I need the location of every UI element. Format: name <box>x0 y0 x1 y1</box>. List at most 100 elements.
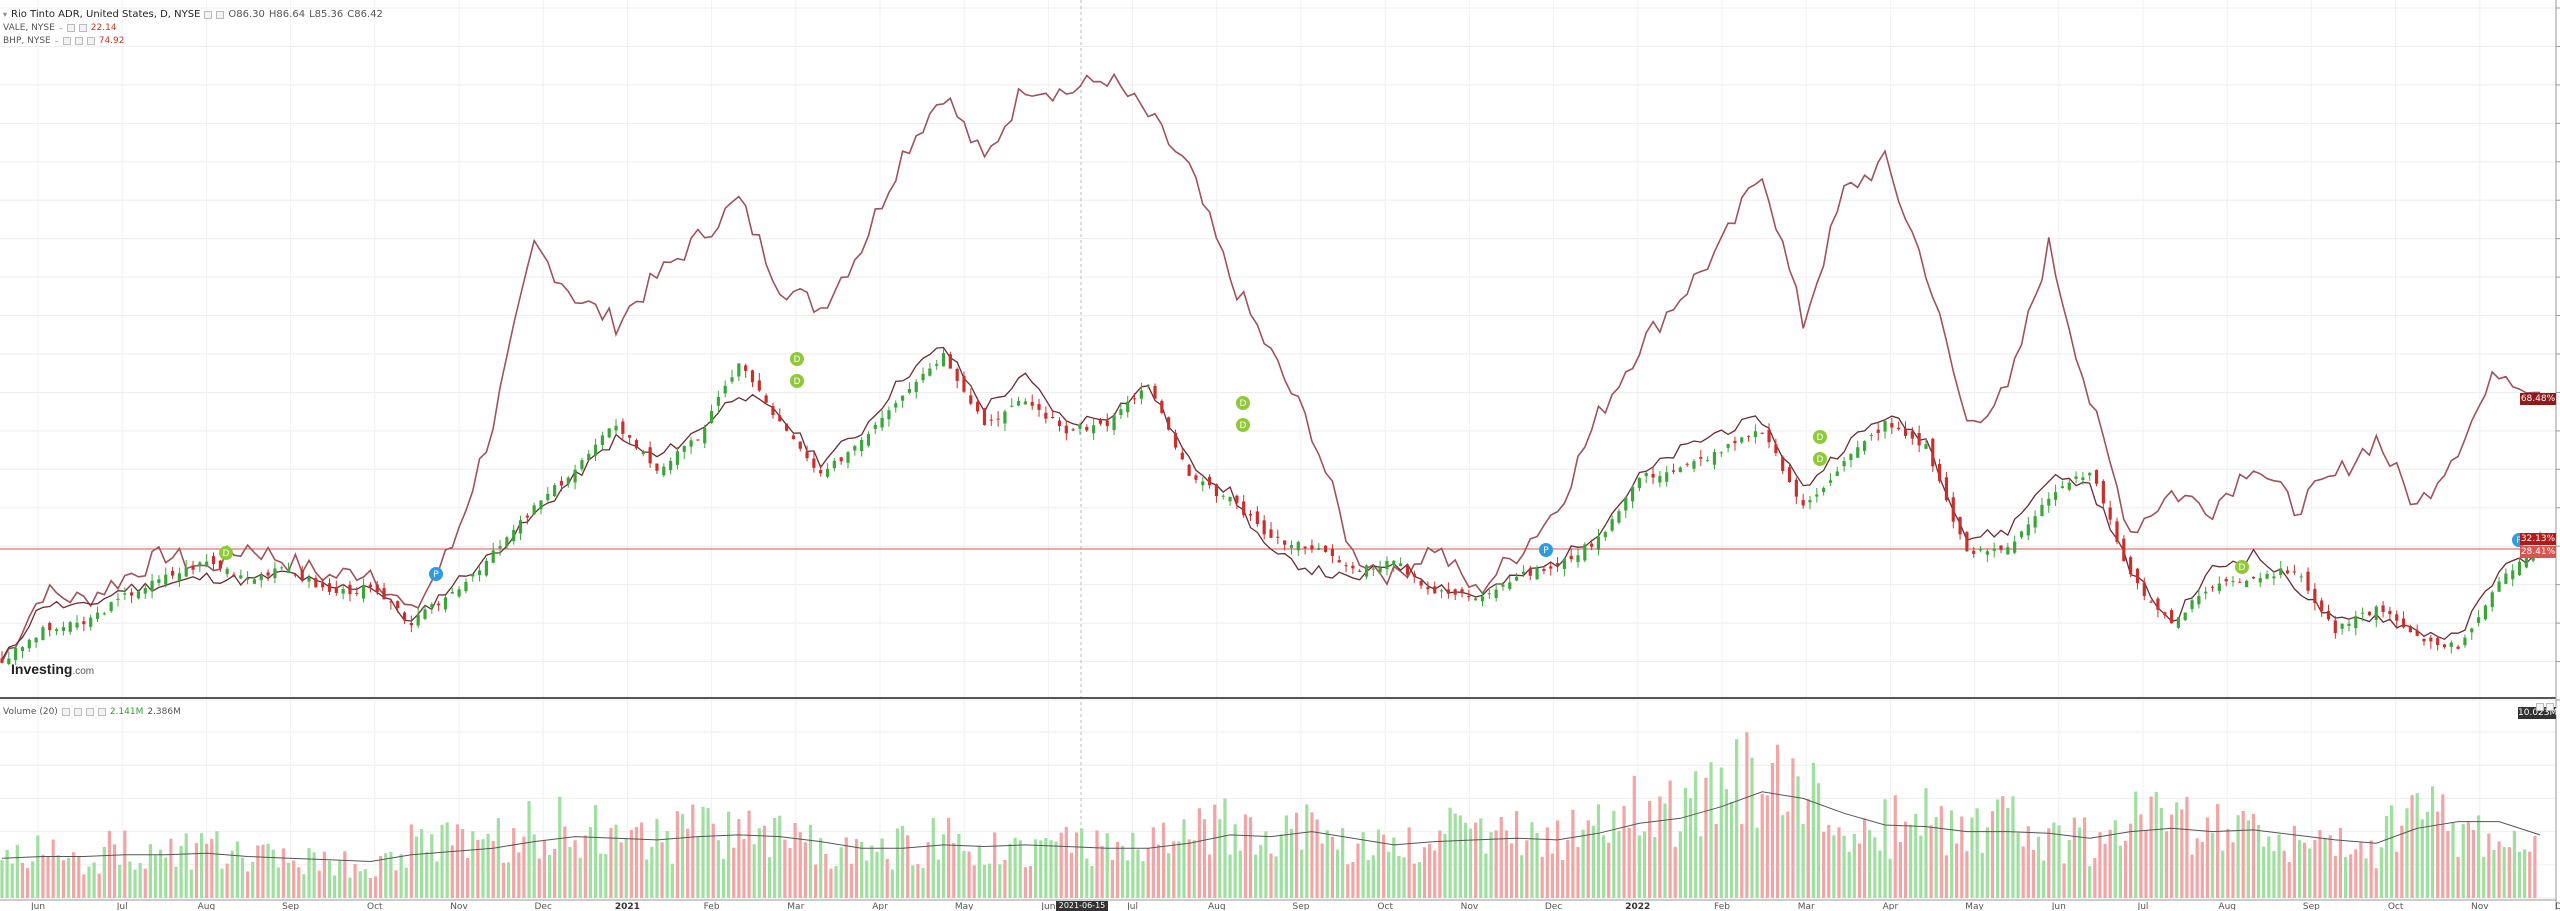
dividend-marker[interactable]: D <box>1236 396 1250 410</box>
time-axis-label: Aug <box>198 902 216 910</box>
volume-bar <box>1269 853 1273 898</box>
time-axis-label: 2022 <box>1625 902 1650 910</box>
dividend-marker[interactable]: D <box>1813 452 1827 466</box>
candle <box>2040 497 2044 517</box>
volume-bar <box>2006 807 2010 898</box>
volume-legend[interactable]: Volume (20) 2.141M 2.386M <box>3 707 181 717</box>
volume-bar <box>1847 851 1851 898</box>
legend-visibility-icon[interactable] <box>74 37 83 45</box>
collapse-arrow-icon[interactable]: ▾ <box>3 10 8 19</box>
candle <box>2313 583 2317 611</box>
dropdown-icon[interactable]: – <box>58 23 63 33</box>
candle <box>2026 517 2030 541</box>
volume-bar <box>1980 852 1984 898</box>
candle <box>764 393 768 403</box>
volume-bar <box>322 851 326 898</box>
candle <box>1726 443 1730 453</box>
candle <box>164 567 168 588</box>
volume-bar <box>1990 811 1995 898</box>
candle <box>1283 540 1287 551</box>
vale-legend[interactable]: VALE, NYSE – 22.14 <box>3 23 117 33</box>
price-axis[interactable]: 170.00%160.00%150.00%140.00%130.00%120.0… <box>2556 4 2560 706</box>
pane-maximize-icon[interactable] <box>2536 703 2544 711</box>
event-marker-p[interactable]: P <box>429 567 443 581</box>
pane-close-icon[interactable] <box>2546 703 2554 711</box>
volume-bar <box>133 869 137 898</box>
volume-bar <box>1151 827 1155 898</box>
legend-visibility-icon[interactable] <box>73 708 82 716</box>
dividend-marker[interactable]: D <box>219 546 233 560</box>
volume-bar <box>1039 840 1043 898</box>
legend-settings-icon[interactable] <box>61 708 70 716</box>
volume-bar <box>650 846 654 898</box>
volume-bar <box>1105 833 1109 898</box>
candle <box>1358 568 1362 573</box>
volume-bar <box>957 833 961 898</box>
dividend-marker[interactable]: D <box>1236 418 1250 432</box>
volume-bar <box>906 835 910 898</box>
legend-hide-icon[interactable] <box>78 24 87 32</box>
time-axis[interactable]: Jun Jul Aug Sep Oct Nov Dec 2021 Feb Mar Apr May Jun… <box>30 902 2560 910</box>
volume-bar <box>696 836 700 898</box>
candle <box>921 367 925 384</box>
candle <box>1262 515 1266 540</box>
candle <box>2108 500 2112 526</box>
investing-logo: Investing.com <box>11 661 94 677</box>
volume-bar <box>2057 825 2061 898</box>
volume-bar <box>813 864 818 898</box>
dividend-marker[interactable]: D <box>1813 430 1827 444</box>
bhp-legend[interactable]: BHP, NYSE – 74.92 <box>3 36 125 46</box>
volume-bar <box>205 843 209 898</box>
dropdown-icon[interactable]: – <box>54 36 59 46</box>
legend-more-icon[interactable] <box>97 708 106 716</box>
event-marker-p[interactable]: P <box>1539 543 1553 557</box>
volume-bar <box>972 865 976 898</box>
main-series-legend[interactable]: ▾ Rio Tinto ADR, United States, D, NYSE … <box>3 9 383 20</box>
volume-bar <box>2042 860 2046 898</box>
candle <box>205 553 209 568</box>
legend-settings-icon[interactable] <box>62 37 71 45</box>
volume-bar <box>2482 856 2486 898</box>
volume-bar <box>824 853 828 898</box>
volume-bar <box>1683 787 1688 898</box>
candle <box>2245 579 2249 588</box>
volume-bar <box>2369 840 2373 898</box>
logo-suffix: .com <box>72 666 95 677</box>
volume-bar <box>2134 791 2138 898</box>
volume-bar <box>573 840 577 898</box>
legend-hide-icon[interactable] <box>86 37 95 45</box>
candle <box>791 433 796 440</box>
volume-pane-controls[interactable] <box>2536 703 2554 711</box>
volume-bar <box>118 864 122 898</box>
legend-settings-icon[interactable] <box>66 24 75 32</box>
candle <box>1917 425 1921 453</box>
volume-bar <box>767 857 772 898</box>
candle <box>1399 557 1403 567</box>
volume-bar <box>491 840 495 898</box>
candle <box>1269 522 1273 539</box>
candle <box>1678 466 1682 473</box>
candle <box>2142 577 2146 601</box>
volume-bar <box>2180 809 2184 898</box>
candle <box>532 502 536 515</box>
dividend-marker[interactable]: D <box>790 374 804 388</box>
candle <box>300 565 304 583</box>
volume-bar <box>1023 867 1027 898</box>
candle <box>2101 479 2105 511</box>
legend-settings-icon[interactable] <box>204 10 213 19</box>
time-axis-label: Nov <box>450 902 468 910</box>
volume-bar <box>1115 841 1120 898</box>
volume-bar <box>235 841 239 898</box>
legend-hide-icon[interactable] <box>85 708 94 716</box>
candle <box>1139 382 1143 405</box>
candle <box>34 637 38 648</box>
legend-hide-icon[interactable] <box>216 10 225 19</box>
volume-bar <box>1919 835 1923 898</box>
volume-bar <box>1903 821 1908 898</box>
dividend-marker[interactable]: D <box>2235 560 2249 574</box>
dividend-marker[interactable]: D <box>790 352 804 366</box>
event-markers[interactable]: D D D D D D D D P P P <box>219 352 2526 581</box>
volume-bar <box>1765 795 1769 898</box>
